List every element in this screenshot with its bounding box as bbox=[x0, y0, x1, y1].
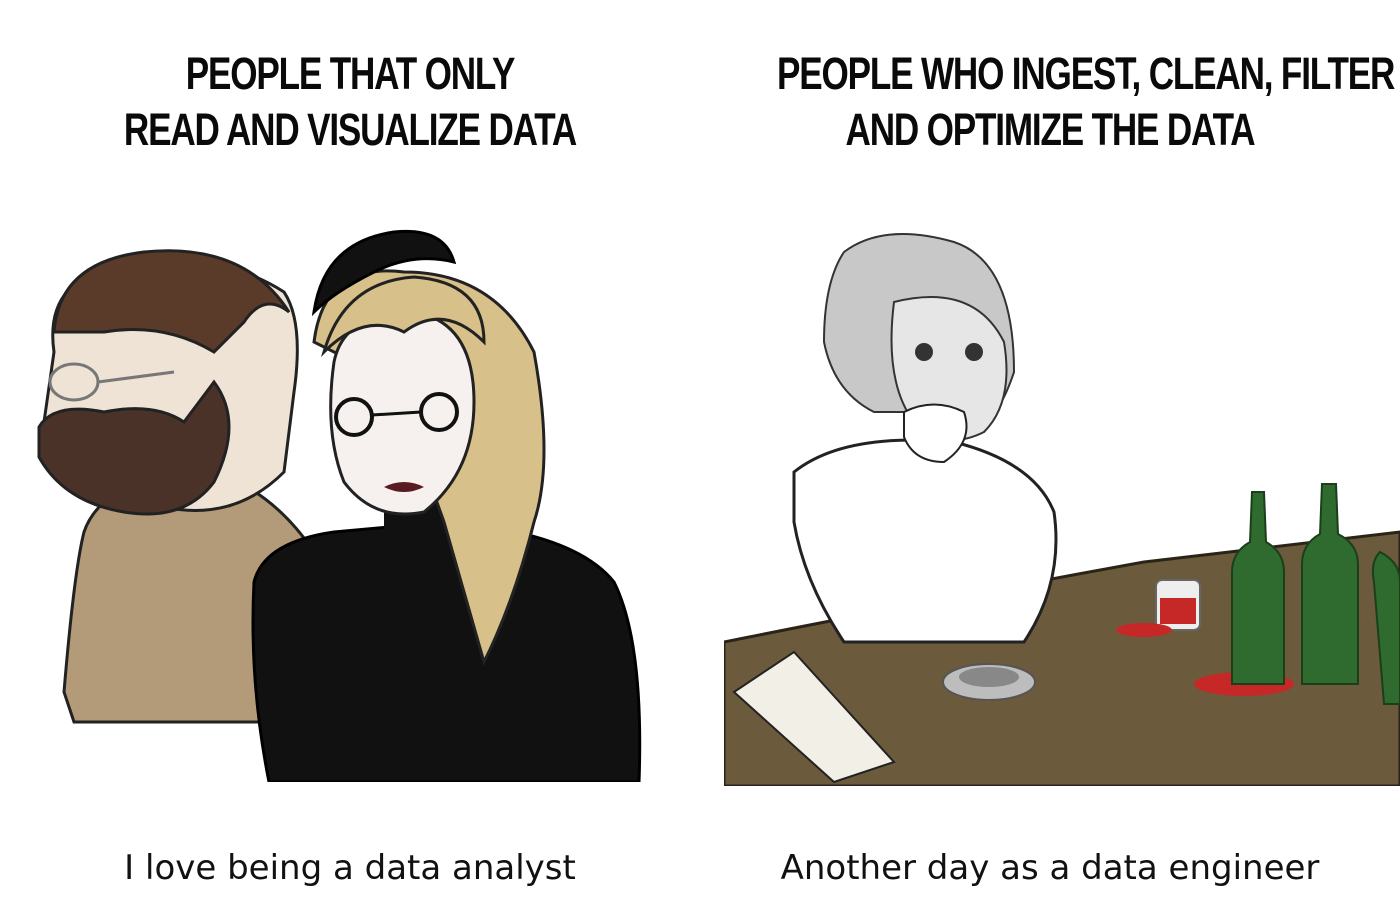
right-illustration bbox=[724, 222, 1400, 786]
blonde-woman-icon bbox=[251, 229, 642, 782]
right-headline: PEOPLE WHO INGEST, CLEAN, FILTER AND OPT… bbox=[777, 46, 1395, 158]
glass-icon bbox=[1155, 579, 1201, 631]
right-headline-line2: AND OPTIMIZE THE DATA bbox=[845, 104, 1256, 155]
left-illustration bbox=[14, 222, 654, 782]
bearded-man-icon bbox=[37, 249, 316, 724]
left-headline-line2: READ AND VISUALIZE DATA bbox=[123, 104, 577, 155]
right-headline-line1: PEOPLE WHO INGEST, CLEAN, FILTER bbox=[777, 48, 1395, 99]
wine-bottle-icon-3 bbox=[1371, 550, 1400, 705]
right-panel: PEOPLE WHO INGEST, CLEAN, FILTER AND OPT… bbox=[700, 0, 1400, 907]
ashtray-icon bbox=[942, 663, 1036, 701]
left-caption: I love being a data analyst bbox=[124, 848, 576, 888]
left-headline: PEOPLE THAT ONLY READ AND VISUALIZE DATA bbox=[77, 46, 623, 158]
wine-bottle-icon bbox=[1231, 491, 1285, 685]
wine-bottle-icon-2 bbox=[1301, 483, 1359, 685]
wine-spill-small bbox=[1116, 623, 1172, 637]
book-icon bbox=[732, 650, 896, 784]
right-caption: Another day as a data engineer bbox=[780, 848, 1320, 888]
left-panel: PEOPLE THAT ONLY READ AND VISUALIZE DATA bbox=[14, 46, 654, 888]
left-headline-line1: PEOPLE THAT ONLY bbox=[185, 48, 516, 99]
old-man-icon bbox=[792, 233, 1058, 644]
